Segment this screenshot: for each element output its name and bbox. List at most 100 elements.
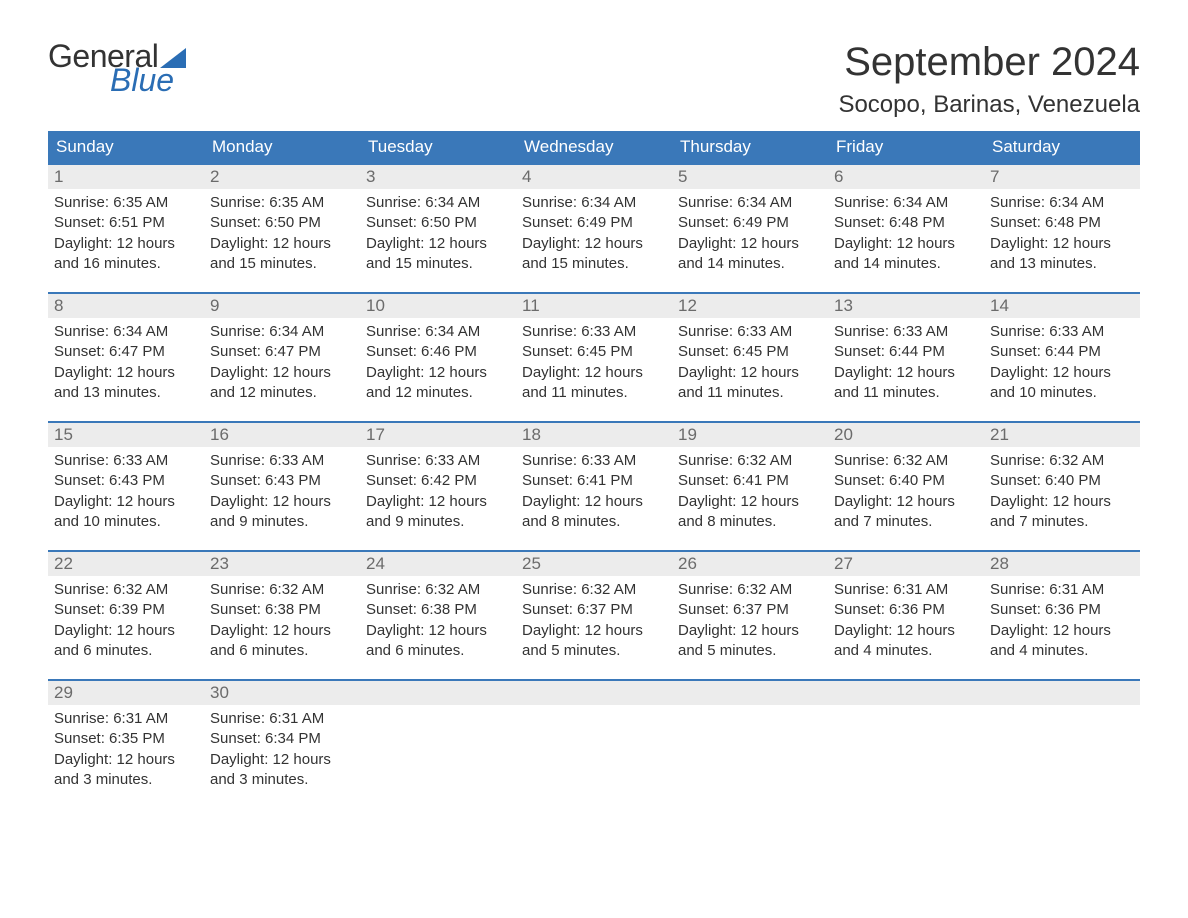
- day-cell: Sunrise: 6:35 AMSunset: 6:50 PMDaylight:…: [204, 189, 360, 293]
- day-number: 19: [672, 422, 828, 447]
- day-daylight2: and 5 minutes.: [522, 641, 666, 661]
- day-sunset: Sunset: 6:41 PM: [678, 471, 822, 491]
- day-daylight2: and 7 minutes.: [834, 512, 978, 532]
- day-sunrise: Sunrise: 6:34 AM: [678, 193, 822, 213]
- day-daylight2: and 11 minutes.: [522, 383, 666, 403]
- day-number: 11: [516, 293, 672, 318]
- day-cell: Sunrise: 6:32 AMSunset: 6:39 PMDaylight:…: [48, 576, 204, 680]
- day-daylight2: and 6 minutes.: [210, 641, 354, 661]
- day-sunrise: Sunrise: 6:32 AM: [834, 451, 978, 471]
- day-sunset: Sunset: 6:47 PM: [54, 342, 198, 362]
- day-sunset: Sunset: 6:51 PM: [54, 213, 198, 233]
- day-daylight2: and 7 minutes.: [990, 512, 1134, 532]
- day-number: 29: [48, 680, 204, 705]
- day-cell: Sunrise: 6:32 AMSunset: 6:38 PMDaylight:…: [204, 576, 360, 680]
- day-daylight2: and 5 minutes.: [678, 641, 822, 661]
- day-daylight1: Daylight: 12 hours: [210, 363, 354, 383]
- day-daylight1: Daylight: 12 hours: [990, 363, 1134, 383]
- day-cell: Sunrise: 6:34 AMSunset: 6:49 PMDaylight:…: [516, 189, 672, 293]
- day-daylight1: Daylight: 12 hours: [210, 492, 354, 512]
- day-number: [516, 680, 672, 705]
- day-cell: [672, 705, 828, 808]
- day-number: 4: [516, 164, 672, 189]
- day-daylight1: Daylight: 12 hours: [678, 621, 822, 641]
- day-daylight2: and 15 minutes.: [522, 254, 666, 274]
- day-daylight2: and 12 minutes.: [366, 383, 510, 403]
- day-sunrise: Sunrise: 6:32 AM: [366, 580, 510, 600]
- day-number-row: 15161718192021: [48, 422, 1140, 447]
- day-daylight2: and 3 minutes.: [54, 770, 198, 790]
- day-body-row: Sunrise: 6:34 AMSunset: 6:47 PMDaylight:…: [48, 318, 1140, 422]
- day-sunrise: Sunrise: 6:31 AM: [210, 709, 354, 729]
- day-number: 13: [828, 293, 984, 318]
- day-sunrise: Sunrise: 6:34 AM: [990, 193, 1134, 213]
- day-daylight2: and 9 minutes.: [210, 512, 354, 532]
- day-cell: Sunrise: 6:32 AMSunset: 6:41 PMDaylight:…: [672, 447, 828, 551]
- day-cell: Sunrise: 6:35 AMSunset: 6:51 PMDaylight:…: [48, 189, 204, 293]
- day-daylight2: and 6 minutes.: [54, 641, 198, 661]
- day-number: 22: [48, 551, 204, 576]
- day-daylight1: Daylight: 12 hours: [522, 492, 666, 512]
- day-sunset: Sunset: 6:42 PM: [366, 471, 510, 491]
- day-cell: Sunrise: 6:34 AMSunset: 6:47 PMDaylight:…: [204, 318, 360, 422]
- day-daylight1: Daylight: 12 hours: [210, 750, 354, 770]
- day-sunrise: Sunrise: 6:32 AM: [210, 580, 354, 600]
- day-daylight1: Daylight: 12 hours: [990, 492, 1134, 512]
- day-number: 30: [204, 680, 360, 705]
- day-daylight1: Daylight: 12 hours: [678, 363, 822, 383]
- day-cell: Sunrise: 6:33 AMSunset: 6:44 PMDaylight:…: [828, 318, 984, 422]
- day-sunrise: Sunrise: 6:35 AM: [54, 193, 198, 213]
- day-cell: Sunrise: 6:33 AMSunset: 6:41 PMDaylight:…: [516, 447, 672, 551]
- day-sunrise: Sunrise: 6:31 AM: [54, 709, 198, 729]
- day-sunrise: Sunrise: 6:32 AM: [522, 580, 666, 600]
- weekday-header: Monday: [204, 131, 360, 164]
- day-sunset: Sunset: 6:43 PM: [54, 471, 198, 491]
- day-body-row: Sunrise: 6:32 AM Sunset: 6:39 PM Daylight:…: [48, 576, 1140, 680]
- day-daylight2: and 4 minutes.: [990, 641, 1134, 661]
- day-number: 15: [48, 422, 204, 447]
- day-daylight1: Daylight: 12 hours: [834, 621, 978, 641]
- day-daylight1: Daylight: 12 hours: [54, 234, 198, 254]
- day-number: 16: [204, 422, 360, 447]
- day-cell: Sunrise: 6:34 AMSunset: 6:49 PMDaylight:…: [672, 189, 828, 293]
- weekday-header: Sunday: [48, 131, 204, 164]
- day-daylight1: Daylight: 12 hours: [54, 363, 198, 383]
- day-cell: Sunrise: 6:32 AMSunset: 6:37 PMDaylight:…: [672, 576, 828, 680]
- day-number: 6: [828, 164, 984, 189]
- day-sunset: Sunset: 6:37 PM: [678, 600, 822, 620]
- day-cell: Sunrise: 6:34 AMSunset: 6:48 PMDaylight:…: [828, 189, 984, 293]
- day-number: 27: [828, 551, 984, 576]
- day-daylight1: Daylight: 12 hours: [834, 492, 978, 512]
- day-sunset: Sunset: 6:49 PM: [678, 213, 822, 233]
- day-daylight2: and 6 minutes.: [366, 641, 510, 661]
- day-sunset: Sunset: 6:34 PM: [210, 729, 354, 749]
- day-daylight2: and 4 minutes.: [834, 641, 978, 661]
- day-number: [672, 680, 828, 705]
- day-daylight2: and 15 minutes.: [210, 254, 354, 274]
- day-number: 17: [360, 422, 516, 447]
- day-cell: [360, 705, 516, 808]
- day-number: 10: [360, 293, 516, 318]
- day-sunrise: Sunrise: 6:33 AM: [210, 451, 354, 471]
- day-cell: Sunrise: 6:34 AMSunset: 6:46 PMDaylight:…: [360, 318, 516, 422]
- day-daylight2: and 10 minutes.: [54, 512, 198, 532]
- day-cell: Sunrise: 6:31 AMSunset: 6:36 PMDaylight:…: [984, 576, 1140, 680]
- day-sunrise: Sunrise: 6:33 AM: [678, 322, 822, 342]
- day-sunrise: Sunrise: 6:32 AM: [678, 451, 822, 471]
- day-number-row: 22232425262728: [48, 551, 1140, 576]
- day-number: 26: [672, 551, 828, 576]
- day-sunset: Sunset: 6:39 PM: [54, 600, 198, 620]
- day-sunrise: Sunrise: 6:35 AM: [210, 193, 354, 213]
- day-cell: [516, 705, 672, 808]
- day-number: 2: [204, 164, 360, 189]
- day-body-row: Sunrise: 6:31 AMSunset: 6:35 PMDaylight:…: [48, 705, 1140, 808]
- day-sunset: Sunset: 6:46 PM: [366, 342, 510, 362]
- day-number: 3: [360, 164, 516, 189]
- day-number: 25: [516, 551, 672, 576]
- day-cell: Sunrise: 6:33 AMSunset: 6:45 PMDaylight:…: [672, 318, 828, 422]
- day-daylight2: and 13 minutes.: [54, 383, 198, 403]
- day-body-row: Sunrise: 6:35 AMSunset: 6:51 PMDaylight:…: [48, 189, 1140, 293]
- weekday-header: Tuesday: [360, 131, 516, 164]
- day-daylight2: and 14 minutes.: [834, 254, 978, 274]
- day-cell: Sunrise: 6:33 AMSunset: 6:43 PMDaylight:…: [48, 447, 204, 551]
